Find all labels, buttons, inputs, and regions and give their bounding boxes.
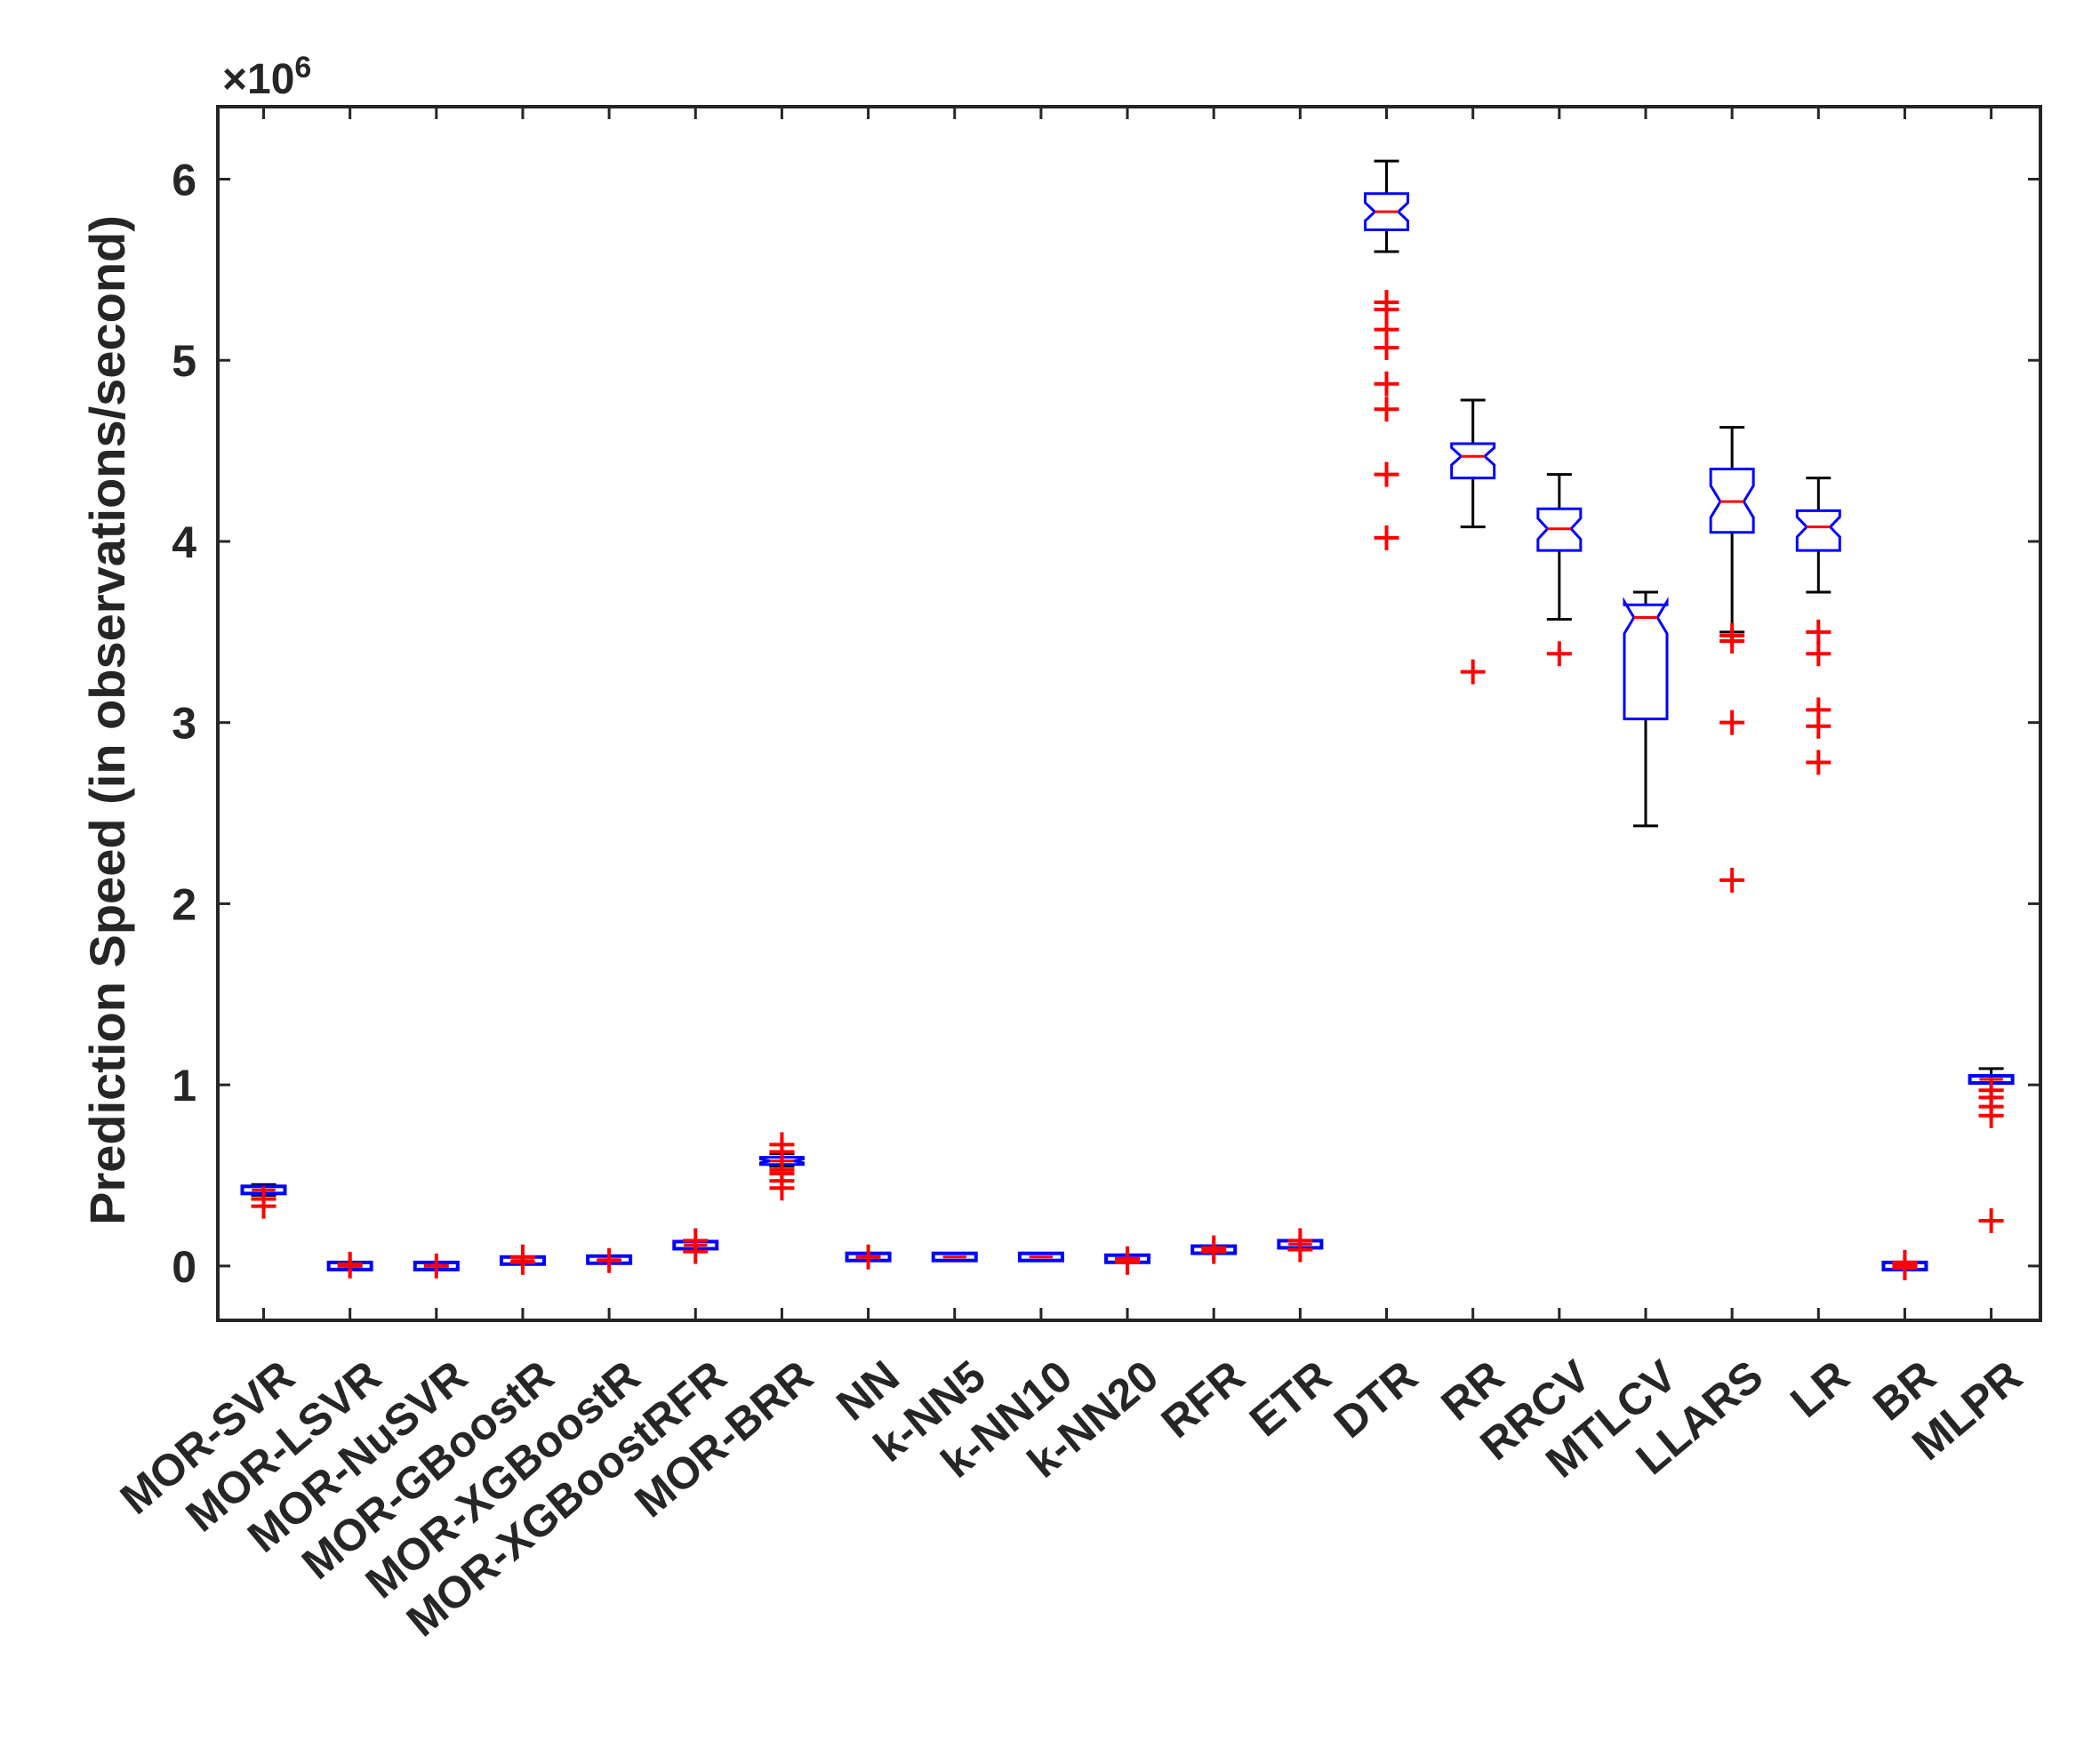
box-lr [1795, 477, 1841, 775]
outlier-marker [683, 1228, 709, 1254]
y-tick-labels: 0 1 2 3 4 5 6 [172, 155, 196, 1291]
box-mor-brr [758, 1132, 805, 1201]
outlier-marker [1719, 622, 1745, 648]
outlier-marker [597, 1247, 622, 1273]
x-tick-label-lr: LR [1781, 1351, 1858, 1427]
box-k-nn5 [931, 1251, 978, 1263]
outlier-marker [1287, 1228, 1313, 1254]
outlier-marker [1806, 641, 1831, 667]
outlier-marker [337, 1251, 363, 1277]
y-tick-label: 2 [172, 879, 196, 929]
box-br [1881, 1249, 1928, 1280]
outlier-marker [1374, 525, 1399, 550]
box-llars [1709, 426, 1755, 893]
box-mor-lsvr [326, 1251, 373, 1279]
box-mor-svr [240, 1183, 287, 1219]
box [1450, 442, 1496, 480]
outlier-marker [855, 1244, 881, 1270]
y-tick-label: 3 [172, 699, 196, 749]
box-mor-xgboostr [586, 1247, 633, 1273]
y-tick-label: 0 [172, 1242, 196, 1292]
x-tick-labels: MOR-SVRMOR-LSVRMOR-NuSVRMOR-GBoostRMOR-X… [111, 1351, 2032, 1647]
y-exponent-base: ×10 [222, 56, 294, 103]
outlier-marker [1115, 1246, 1141, 1271]
outlier-marker [1201, 1235, 1227, 1261]
box-dtr [1364, 159, 1410, 550]
y-exponent-label: ×106 [222, 51, 311, 103]
box-mor-nusvr [413, 1253, 460, 1279]
outlier-marker [1719, 710, 1745, 735]
box-nn [845, 1244, 892, 1270]
outlier-marker [1460, 659, 1486, 685]
outlier-marker [1719, 867, 1745, 893]
y-axis-title: Prediction Speed (in observations/second… [79, 215, 135, 1225]
outlier-marker [1806, 750, 1831, 775]
outlier-marker [1978, 1078, 2004, 1103]
y-tick-label: 1 [172, 1061, 196, 1111]
outlier-marker [1374, 397, 1399, 422]
box-plot-series [240, 159, 2015, 1280]
outlier-marker [1546, 641, 1572, 667]
outlier-marker [769, 1132, 795, 1158]
outlier-marker [1978, 1207, 2004, 1233]
outlier-marker [1806, 619, 1831, 645]
y-tick-label: 6 [172, 155, 196, 204]
box-rfr [1190, 1235, 1238, 1264]
box-etr [1277, 1228, 1324, 1263]
outlier-marker [251, 1186, 277, 1212]
outlier-marker [1374, 371, 1399, 397]
x-tick-label-etr: ETR [1240, 1351, 1341, 1446]
box-mtlcv [1623, 590, 1669, 828]
plot-frame [216, 105, 2042, 1322]
box-mlpr [1968, 1067, 2015, 1233]
outlier-marker [423, 1253, 449, 1279]
outlier-marker [509, 1244, 535, 1270]
x-tick-label-dtr: DTR [1325, 1351, 1427, 1447]
box-k-nn10 [1017, 1251, 1064, 1263]
outlier-marker [1806, 697, 1831, 723]
outlier-marker [1374, 461, 1399, 487]
outlier-marker [1892, 1249, 1918, 1275]
axis-ticks [218, 107, 2040, 1320]
box-rrcv [1536, 473, 1583, 667]
box [1795, 509, 1841, 552]
box-mor-gboostr [499, 1244, 546, 1275]
y-tick-label: 4 [172, 517, 196, 567]
box-rr [1450, 398, 1496, 685]
outlier-marker [1374, 290, 1399, 316]
box-k-nn20 [1104, 1246, 1151, 1275]
x-tick-label-rfr: RFR [1152, 1351, 1254, 1447]
box-mor-xgboostrfr [672, 1228, 719, 1264]
y-exponent-power: 6 [294, 51, 311, 84]
y-tick-label: 5 [172, 336, 196, 386]
box [1623, 597, 1669, 721]
